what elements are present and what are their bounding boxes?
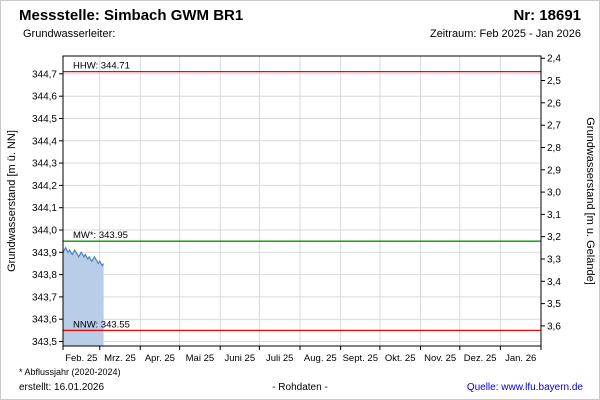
month-label: Mrz. 25: [104, 353, 136, 364]
left-axis: 344,7 344,6 344,5 344,4 344,3 344,2 344,1 344,0…: [32, 69, 63, 348]
left-tick-label: 343,8: [32, 270, 57, 281]
right-tick-label: 2,9: [547, 165, 561, 176]
month-label: Jan. 26: [505, 353, 536, 364]
right-tick-label: 2,6: [547, 98, 561, 109]
right-tick-label: 3,1: [547, 210, 561, 221]
right-tick-label: 3,6: [547, 321, 561, 332]
period-label: Zeitraum: Feb 2025 - Jan 2026: [429, 28, 581, 40]
station-number: Nr: 18691: [513, 7, 581, 24]
plot-border: [62, 55, 542, 347]
right-tick-label: 3,2: [547, 232, 561, 243]
month-label: Dez. 25: [464, 353, 497, 364]
month-label: Nov. 25: [424, 353, 456, 364]
discharge-year-note: * Abflussjahr (2020-2024): [19, 367, 121, 377]
month-label: Feb. 25: [65, 353, 97, 364]
subheader: Grundwasserleiter: Zeitraum: Feb 2025 - …: [23, 28, 581, 40]
month-label: Juni 25: [224, 353, 255, 364]
month-label: Aug. 25: [304, 353, 337, 364]
left-tick-label: 344,7: [32, 69, 57, 80]
right-tick-label: 2,4: [547, 54, 561, 65]
left-tick-label: 343,9: [32, 248, 57, 259]
right-tick-label: 2,7: [547, 121, 561, 132]
left-tick-label: 344,2: [32, 181, 57, 192]
refline-label-nnw: NNW: 343.55: [73, 319, 130, 330]
left-tick-label: 344,0: [32, 226, 57, 237]
plot-area: [63, 56, 541, 346]
left-tick-label: 343,5: [32, 337, 57, 348]
aquifer-label: Grundwasserleiter:: [23, 28, 116, 40]
gridlines: [63, 56, 541, 346]
series-area: [63, 247, 104, 346]
month-label: Juli 25: [266, 353, 293, 364]
left-tick-label: 344,5: [32, 114, 57, 125]
created-date: erstellt: 16.01.2026: [19, 382, 105, 393]
left-tick-label: 343,7: [32, 292, 57, 303]
source: Quelle: www.lfu.bayern.de: [467, 382, 583, 393]
right-tick-label: 2,5: [547, 76, 561, 87]
month-label: Apr. 25: [145, 353, 175, 364]
refline-label-hhw: HHW: 344.71: [73, 61, 130, 72]
left-tick-label: 344,6: [32, 92, 57, 103]
raw-data-label: - Rohdaten -: [272, 382, 328, 393]
month-label: Sept. 25: [343, 353, 378, 364]
left-tick-label: 344,3: [32, 159, 57, 170]
series-line: [62, 246, 105, 267]
x-axis: Feb. 25 Mrz. 25 Apr. 25 Mai 25 Juni 25 Juli 2…: [62, 346, 542, 364]
refline-label-mw: MW*: 343.95: [73, 230, 128, 241]
header: Messstelle: Simbach GWM BR1 Nr: 18691: [19, 7, 581, 24]
right-tick-label: 3,3: [547, 255, 561, 266]
right-tick-label: 3,5: [547, 299, 561, 310]
right-axis: 2,4 2,5 2,6 2,7 2,8 2,9 3,0 3,1 3,2 3,3 3,4 3,5 3,6: [541, 54, 561, 332]
page-title: Messstelle: Simbach GWM BR1: [19, 7, 244, 24]
month-label: Mai 25: [186, 353, 215, 364]
left-tick-label: 344,1: [32, 203, 57, 214]
right-tick-label: 2,8: [547, 143, 561, 154]
source-link[interactable]: www.lfu.bayern.de: [501, 382, 583, 393]
left-tick-label: 344,4: [32, 136, 57, 147]
right-tick-label: 3,4: [547, 277, 561, 288]
left-axis-title: Grundwasserstand [m ü. NN]: [6, 130, 18, 272]
right-tick-label: 3,0: [547, 188, 561, 199]
month-label: Okt. 25: [385, 353, 416, 364]
right-axis-title: Grundwasserstand [m u. Gelände]: [584, 117, 596, 285]
left-tick-label: 343,6: [32, 315, 57, 326]
source-prefix: Quelle:: [466, 382, 499, 393]
